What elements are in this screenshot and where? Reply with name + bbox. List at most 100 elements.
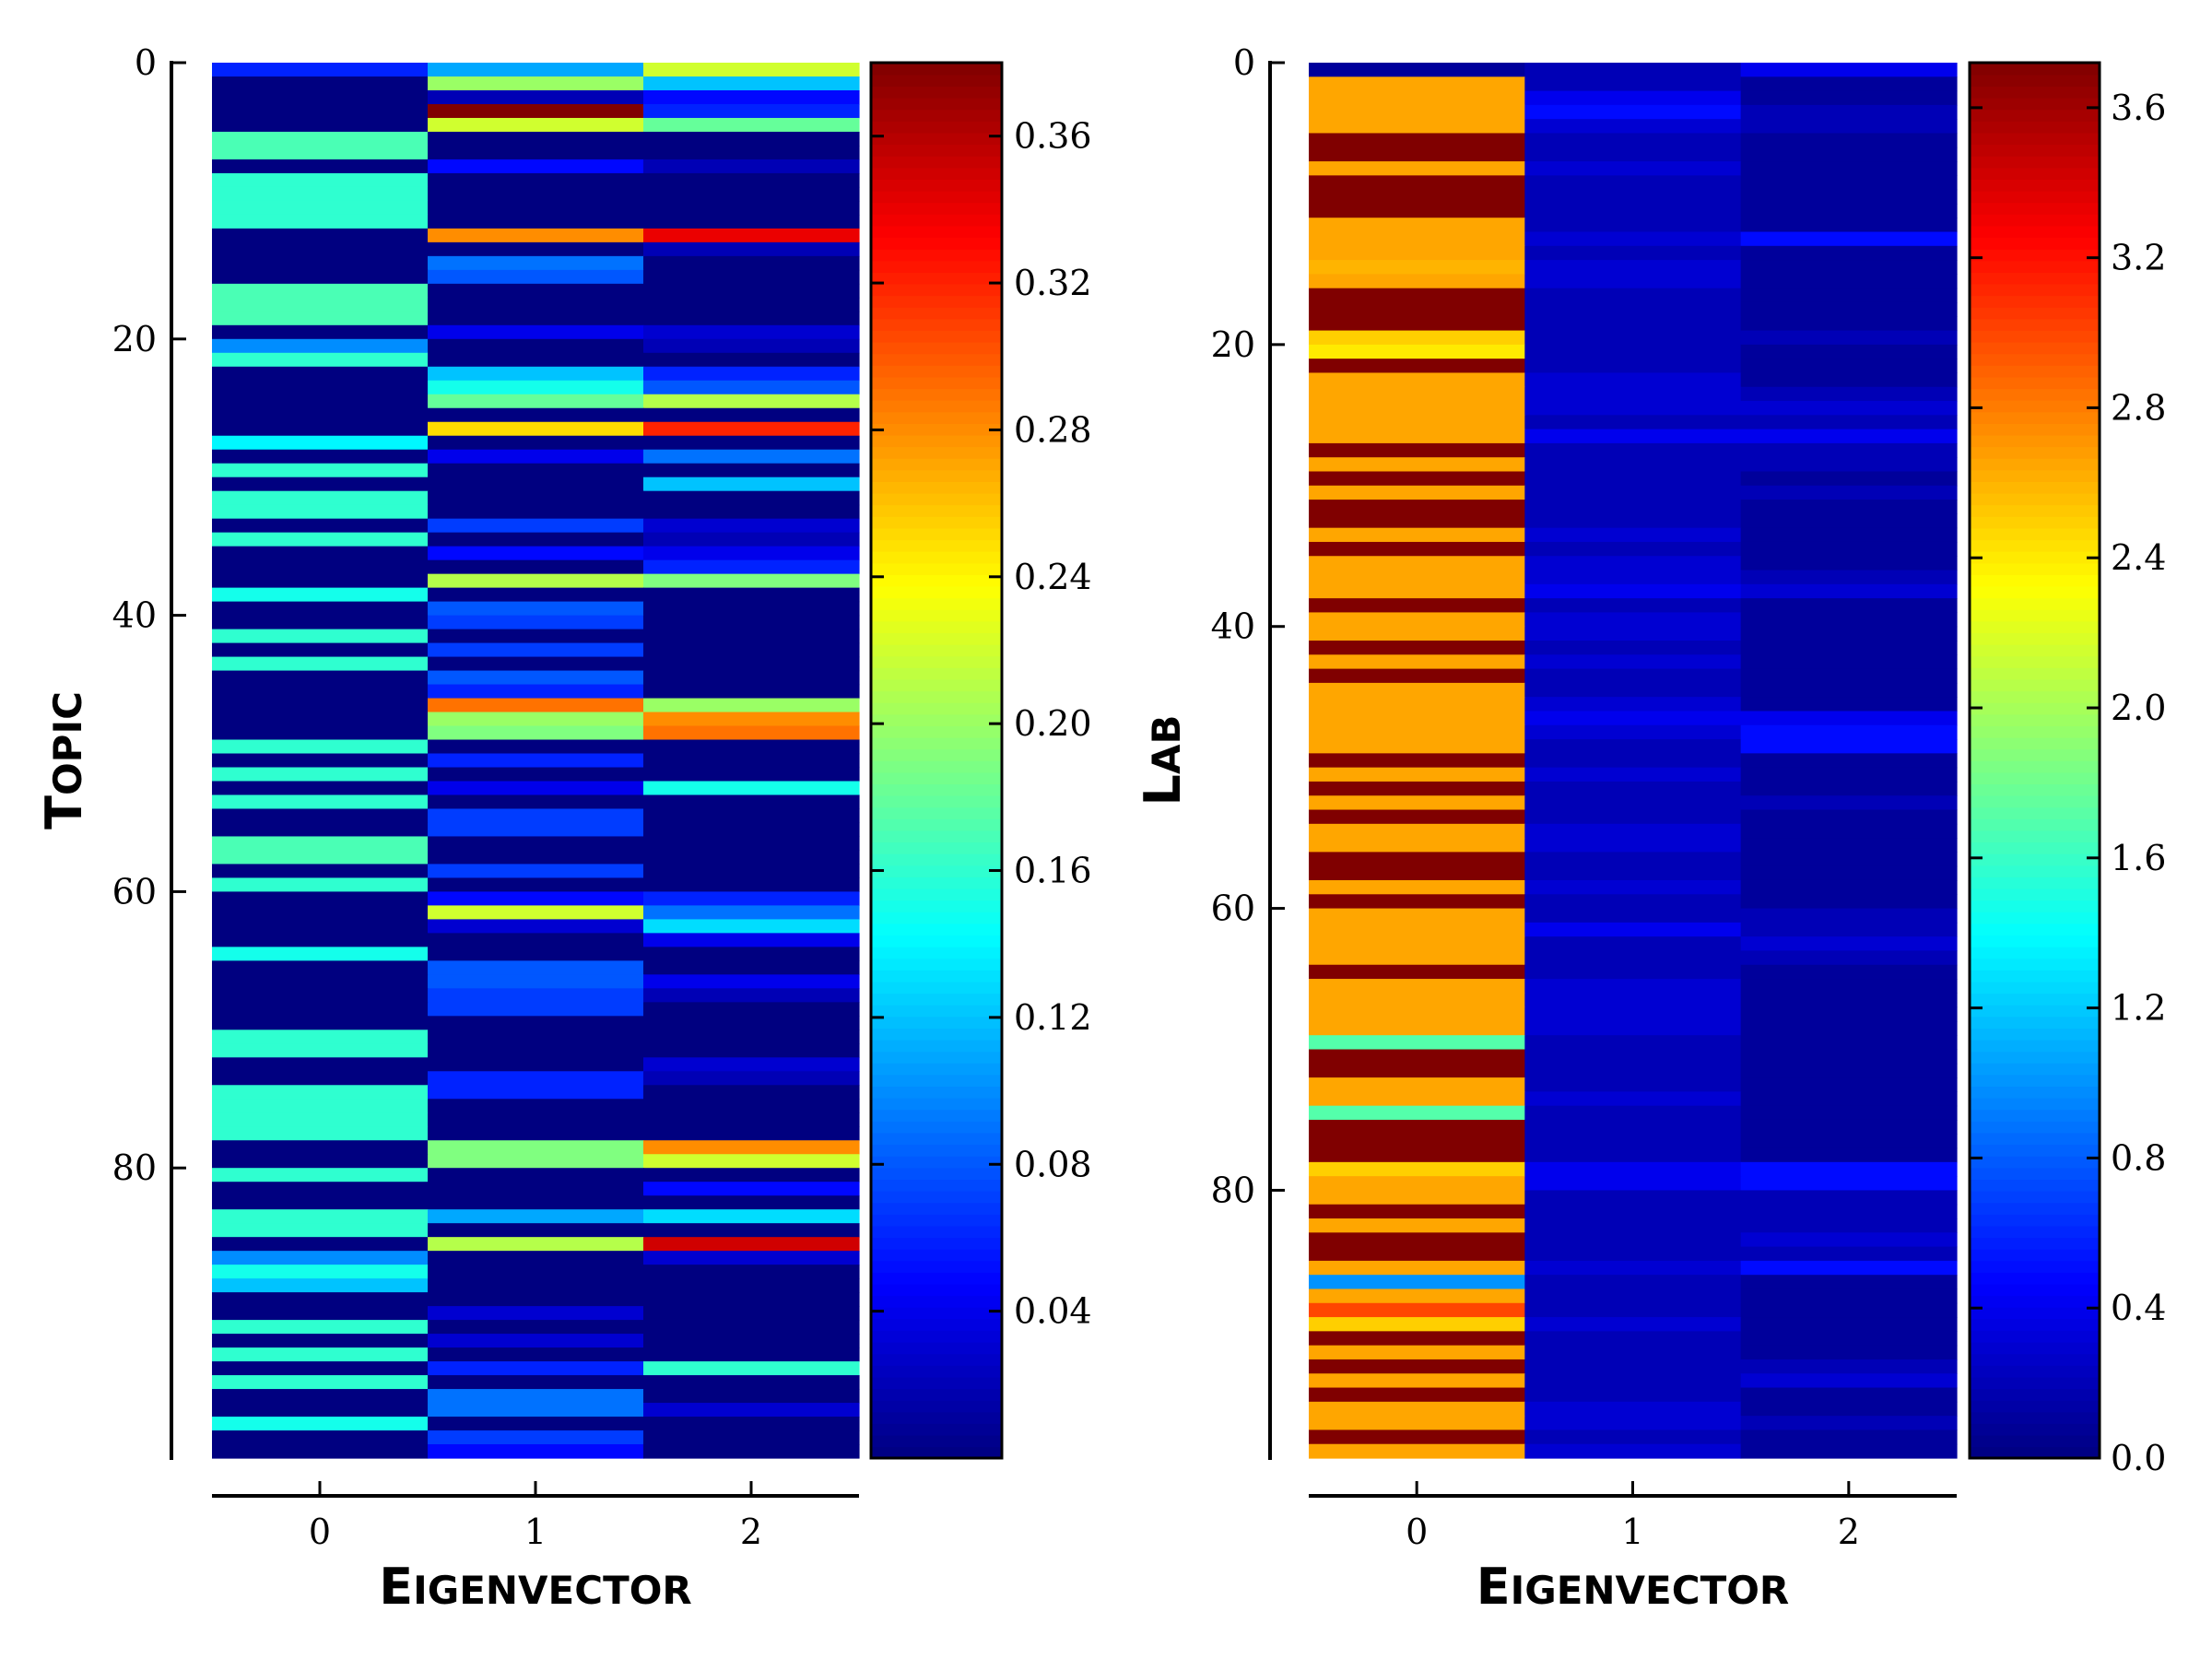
colorbar-segment xyxy=(871,1225,1002,1239)
colorbar-segment xyxy=(871,306,1002,320)
heatmap-cell xyxy=(428,629,644,644)
heatmap-cell xyxy=(1740,1443,1958,1459)
heatmap-cell xyxy=(1309,1176,1525,1192)
heatmap-cell xyxy=(212,864,429,879)
heatmap-cell xyxy=(1740,245,1958,261)
colorbar-segment xyxy=(871,1039,1002,1053)
colorbar-segment xyxy=(1970,202,2100,215)
heatmap-cell xyxy=(428,1278,644,1293)
heatmap-cell xyxy=(212,269,429,285)
heatmap-cell xyxy=(643,435,860,451)
heatmap-cell xyxy=(1309,316,1525,332)
colorbar-segment xyxy=(1970,1399,2100,1413)
heatmap-cell xyxy=(428,366,644,382)
heatmap-cell xyxy=(1740,1134,1958,1149)
heatmap-cell xyxy=(1309,1006,1525,1022)
heatmap-cell xyxy=(1740,979,1958,994)
heatmap-cell xyxy=(1524,401,1742,416)
heatmap-cell xyxy=(1524,161,1742,176)
colorbar-segment xyxy=(1970,1063,2100,1076)
heatmap-cell xyxy=(643,974,860,989)
heatmap-cell xyxy=(643,324,860,340)
colorbar-segment xyxy=(871,260,1002,273)
heatmap-cell xyxy=(212,1043,429,1058)
heatmap-panel-topic: 0 20 40 60 80 0 1 2 EIGENVECTOR TOPIC 0.04 0.08 0.12… xyxy=(35,42,1092,1616)
colorbar-tick-label: 0.0 xyxy=(2111,1438,2166,1478)
heatmap-cell xyxy=(1524,541,1742,557)
heatmap-cell xyxy=(1309,104,1525,120)
heatmap-cell xyxy=(1309,1430,1525,1445)
heatmap-cell xyxy=(1309,668,1525,684)
heatmap-cell xyxy=(212,449,429,465)
heatmap-cell xyxy=(643,1278,860,1293)
colorbar-segment xyxy=(1970,970,2100,982)
heatmap-cell xyxy=(643,145,860,160)
heatmap-cell xyxy=(1524,1359,1742,1374)
heatmap-cell xyxy=(1740,288,1958,303)
colorbar-segment xyxy=(871,341,1002,355)
heatmap-cell xyxy=(643,1430,860,1445)
heatmap-cell xyxy=(1740,541,1958,557)
heatmap-cell xyxy=(1309,1401,1525,1417)
colorbar-segment xyxy=(871,1434,1002,1448)
colorbar-segment xyxy=(1970,1097,2100,1111)
colorbar-segment xyxy=(1970,794,2100,808)
colorbar-segment xyxy=(871,74,1002,88)
heatmap-cell xyxy=(212,255,429,271)
heatmap-cell xyxy=(643,241,860,257)
colorbar-segment xyxy=(871,1190,1002,1204)
colorbar-tick-label: 0.04 xyxy=(1014,1291,1092,1332)
colorbar-segment xyxy=(871,1121,1002,1134)
heatmap-cell xyxy=(1740,1430,1958,1445)
heatmap-cell xyxy=(212,642,429,658)
heatmap-cell xyxy=(428,1237,644,1252)
colorbar-segment xyxy=(871,353,1002,366)
colorbar-segment xyxy=(1970,1109,2100,1122)
heatmap-cell xyxy=(212,587,429,603)
heatmap-cell xyxy=(1309,739,1525,754)
colorbar-segment xyxy=(1970,97,2100,111)
heatmap-cell xyxy=(212,822,429,838)
heatmap-cell xyxy=(1740,711,1958,726)
heatmap-cell xyxy=(1740,1401,1958,1417)
colorbar-segment xyxy=(1970,341,2100,355)
heatmap-cell xyxy=(1524,1035,1742,1051)
heatmap-cell xyxy=(1524,301,1742,317)
heatmap-cell xyxy=(1740,964,1958,980)
colorbar-segment xyxy=(871,794,1002,808)
heatmap-cell xyxy=(428,601,644,617)
heatmap-cell xyxy=(643,1347,860,1362)
heatmap-cell xyxy=(1740,386,1958,402)
colorbar-segment xyxy=(871,179,1002,192)
heatmap-cell xyxy=(428,974,644,989)
colorbar-tick-label: 0.24 xyxy=(1014,557,1092,597)
heatmap-cell xyxy=(1309,415,1525,430)
colorbar-segment xyxy=(1970,1365,2100,1378)
heatmap-cell xyxy=(212,145,429,160)
colorbar-segment xyxy=(871,830,1002,843)
colorbar-tick-label: 0.36 xyxy=(1014,116,1092,157)
heatmap-cell xyxy=(1309,76,1525,92)
heatmap-cell xyxy=(643,1265,860,1279)
heatmap-cell xyxy=(1524,500,1742,514)
colorbar-segment xyxy=(1970,132,2100,146)
heatmap-cell xyxy=(1524,1246,1742,1262)
heatmap-cell xyxy=(212,241,429,257)
heatmap-cell xyxy=(1740,668,1958,684)
colorbar-segment xyxy=(1970,935,2100,947)
heatmap-cell xyxy=(428,1209,644,1224)
colorbar-segment xyxy=(1970,736,2100,750)
heatmap-cell xyxy=(643,532,860,547)
heatmap-cell xyxy=(428,241,644,257)
heatmap-cell xyxy=(212,366,429,382)
heatmap-cell xyxy=(428,1195,644,1210)
heatmap-cells xyxy=(1309,63,1958,1459)
colorbar-segment xyxy=(1970,1179,2100,1192)
heatmap-cell xyxy=(428,283,644,299)
heatmap-cell xyxy=(212,960,429,975)
heatmap-cell xyxy=(212,988,429,1003)
heatmap-cell xyxy=(1740,1020,1958,1036)
colorbar-segment xyxy=(1970,678,2100,692)
heatmap-cell xyxy=(212,1099,429,1113)
heatmap-cell xyxy=(1524,1176,1742,1192)
